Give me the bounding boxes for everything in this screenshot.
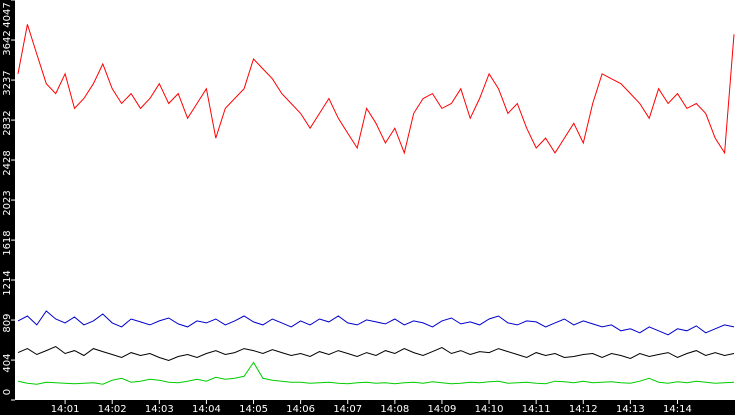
y-tick-label: 2023 bbox=[2, 190, 13, 215]
x-tick-label: 14:14 bbox=[663, 404, 692, 415]
x-tick-label: 14:01 bbox=[51, 404, 80, 415]
y-tick-label: 2428 bbox=[2, 150, 13, 175]
x-tick-label: 14:11 bbox=[522, 404, 551, 415]
x-tick-label: 14:03 bbox=[145, 404, 174, 415]
y-tick-label: 1618 bbox=[2, 230, 13, 255]
x-tick-label: 14:05 bbox=[239, 404, 268, 415]
y-tick-label: 3237 bbox=[2, 70, 13, 95]
x-tick-label: 14:02 bbox=[98, 404, 127, 415]
x-axis-strip bbox=[0, 400, 735, 415]
y-tick-label: 0 bbox=[2, 389, 13, 395]
y-tick-label: 1214 bbox=[2, 270, 13, 295]
x-tick-label: 14:13 bbox=[616, 404, 645, 415]
y-tick-label: 3642 bbox=[2, 30, 13, 55]
x-tick-label: 14:04 bbox=[192, 404, 221, 415]
x-tick-label: 14:10 bbox=[475, 404, 504, 415]
y-axis-strip bbox=[0, 0, 15, 415]
x-tick-label: 14:08 bbox=[380, 404, 409, 415]
x-tick-label: 14:07 bbox=[333, 404, 362, 415]
x-tick-label: 14:09 bbox=[428, 404, 457, 415]
series-line bbox=[17, 361, 735, 385]
x-tick-label: 14:06 bbox=[286, 404, 315, 415]
y-tick-label: 2832 bbox=[2, 110, 13, 135]
series-line bbox=[17, 24, 735, 155]
y-tick-label: 4047 bbox=[2, 2, 13, 27]
y-tick-label: 809 bbox=[2, 313, 13, 332]
x-tick-label: 14:12 bbox=[569, 404, 598, 415]
series-line bbox=[17, 310, 735, 336]
y-tick-label: 404 bbox=[2, 354, 13, 373]
series-line bbox=[17, 346, 735, 362]
